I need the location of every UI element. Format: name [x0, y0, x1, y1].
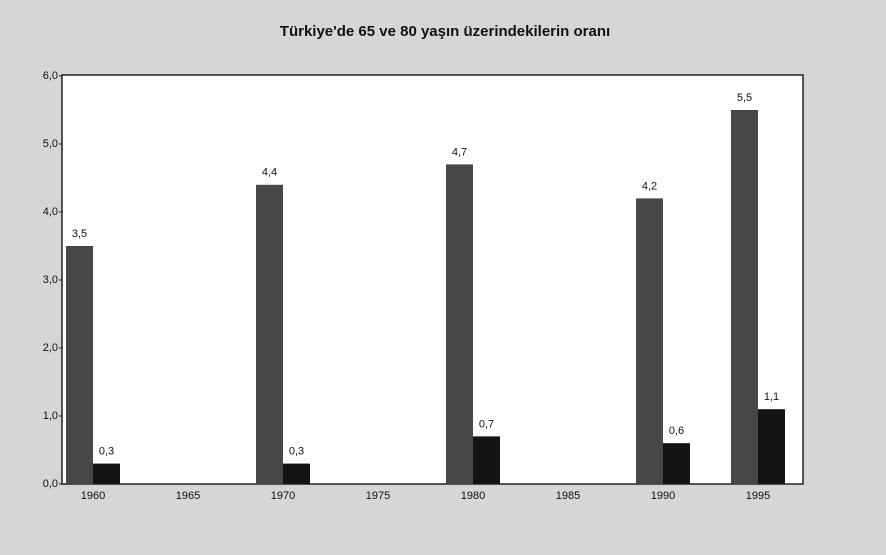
x-tick-label: 1965 [176, 490, 200, 502]
plot-area [61, 74, 804, 485]
bar [283, 463, 310, 484]
value-label: 3,5 [72, 228, 87, 240]
chart-title: Türkiye'de 65 ve 80 yaşın üzerindekileri… [280, 23, 610, 40]
value-label: 0,6 [669, 425, 684, 437]
bar [636, 198, 663, 484]
x-tick-label: 1960 [81, 490, 105, 502]
value-label: 0,7 [479, 418, 494, 430]
bar [256, 184, 283, 485]
x-tick-label: 1970 [271, 490, 295, 502]
y-tick-label: 0,0 [43, 478, 58, 490]
value-label: 0,3 [99, 446, 114, 458]
y-tick-label: 5,0 [43, 138, 58, 150]
value-label: 4,7 [452, 146, 467, 158]
x-tick-label: 1980 [461, 490, 485, 502]
y-tick-label: 3,0 [43, 274, 58, 286]
value-label: 0,3 [289, 446, 304, 458]
x-tick-label: 1975 [366, 490, 390, 502]
bar [758, 409, 785, 484]
y-tick-label: 6,0 [43, 70, 58, 82]
value-label: 4,2 [642, 180, 657, 192]
x-tick-label: 1995 [746, 490, 770, 502]
y-tick-label: 2,0 [43, 342, 58, 354]
value-label: 1,1 [764, 391, 779, 403]
y-tick-label: 4,0 [43, 206, 58, 218]
bar [66, 246, 93, 484]
y-tick-label: 1,0 [43, 410, 58, 422]
value-label: 4,4 [262, 167, 277, 179]
bar [731, 110, 758, 484]
value-label: 5,5 [737, 92, 752, 104]
x-tick-label: 1990 [651, 490, 675, 502]
bar [446, 164, 473, 484]
x-tick-label: 1985 [556, 490, 580, 502]
bar [93, 463, 120, 484]
bar [663, 443, 690, 484]
bar [473, 436, 500, 484]
